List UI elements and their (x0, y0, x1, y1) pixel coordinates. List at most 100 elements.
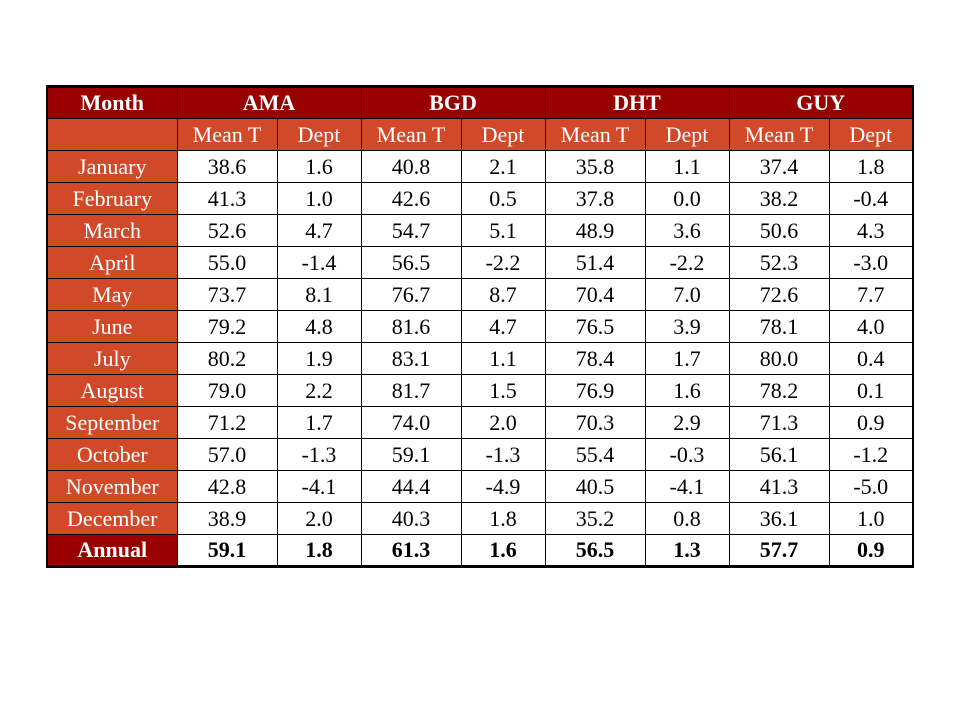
cell-value: 2.2 (277, 375, 361, 407)
cell-value: 0.8 (645, 503, 729, 535)
cell-value: 1.8 (829, 151, 913, 183)
cell-value: -1.2 (829, 439, 913, 471)
table-row: February41.31.042.60.537.80.038.2-0.4 (47, 183, 913, 215)
temperature-table: Month AMA BGD DHT GUY Mean T Dept Mean T… (46, 85, 914, 568)
cell-value: 1.7 (277, 407, 361, 439)
cell-value: 79.2 (177, 311, 277, 343)
cell-value: 83.1 (361, 343, 461, 375)
header-month: Month (47, 87, 177, 119)
header-row-stations: Month AMA BGD DHT GUY (47, 87, 913, 119)
row-label: May (47, 279, 177, 311)
cell-value: 4.8 (277, 311, 361, 343)
cell-value: 71.3 (729, 407, 829, 439)
cell-value: 52.6 (177, 215, 277, 247)
row-label-annual: Annual (47, 535, 177, 567)
header-station: GUY (729, 87, 913, 119)
cell-value: 79.0 (177, 375, 277, 407)
row-label: April (47, 247, 177, 279)
header-station: DHT (545, 87, 729, 119)
cell-value: 8.7 (461, 279, 545, 311)
cell-value: 61.3 (361, 535, 461, 567)
cell-value: 78.2 (729, 375, 829, 407)
cell-value: 80.0 (729, 343, 829, 375)
cell-value: 74.0 (361, 407, 461, 439)
table-row: June79.24.881.64.776.53.978.14.0 (47, 311, 913, 343)
subheader-mean: Mean T (361, 119, 461, 151)
cell-value: -2.2 (461, 247, 545, 279)
cell-value: 4.0 (829, 311, 913, 343)
table-row: August79.02.281.71.576.91.678.20.1 (47, 375, 913, 407)
cell-value: 56.5 (545, 535, 645, 567)
cell-value: 4.7 (461, 311, 545, 343)
cell-value: 0.5 (461, 183, 545, 215)
cell-value: -4.1 (277, 471, 361, 503)
row-label: December (47, 503, 177, 535)
cell-value: 1.0 (277, 183, 361, 215)
cell-value: 37.4 (729, 151, 829, 183)
cell-value: 3.9 (645, 311, 729, 343)
cell-value: -1.3 (277, 439, 361, 471)
cell-value: 44.4 (361, 471, 461, 503)
cell-value: -4.9 (461, 471, 545, 503)
subheader-dept: Dept (645, 119, 729, 151)
cell-value: 1.9 (277, 343, 361, 375)
cell-value: 72.6 (729, 279, 829, 311)
table-body: January38.61.640.82.135.81.137.41.8Febru… (47, 151, 913, 567)
cell-value: 81.6 (361, 311, 461, 343)
cell-value: -2.2 (645, 247, 729, 279)
header-station: BGD (361, 87, 545, 119)
cell-value: 40.8 (361, 151, 461, 183)
cell-value: 40.5 (545, 471, 645, 503)
subheader-dept: Dept (461, 119, 545, 151)
subheader-dept: Dept (829, 119, 913, 151)
cell-value: 1.6 (277, 151, 361, 183)
cell-value: -4.1 (645, 471, 729, 503)
cell-value: 48.9 (545, 215, 645, 247)
cell-value: 1.1 (645, 151, 729, 183)
table-row: November42.8-4.144.4-4.940.5-4.141.3-5.0 (47, 471, 913, 503)
cell-value: 2.1 (461, 151, 545, 183)
cell-value: 37.8 (545, 183, 645, 215)
cell-value: 78.1 (729, 311, 829, 343)
row-label: March (47, 215, 177, 247)
cell-value: 1.3 (645, 535, 729, 567)
cell-value: 0.9 (829, 535, 913, 567)
cell-value: 38.2 (729, 183, 829, 215)
cell-value: 1.0 (829, 503, 913, 535)
cell-value: 2.9 (645, 407, 729, 439)
cell-value: 38.9 (177, 503, 277, 535)
cell-value: 76.5 (545, 311, 645, 343)
table-row: December38.92.040.31.835.20.836.11.0 (47, 503, 913, 535)
row-label: June (47, 311, 177, 343)
header-row-sub: Mean T Dept Mean T Dept Mean T Dept Mean… (47, 119, 913, 151)
row-label: July (47, 343, 177, 375)
table-row: September71.21.774.02.070.32.971.30.9 (47, 407, 913, 439)
table-row: October57.0-1.359.1-1.355.4-0.356.1-1.2 (47, 439, 913, 471)
cell-value: 7.0 (645, 279, 729, 311)
table-row: May73.78.176.78.770.47.072.67.7 (47, 279, 913, 311)
cell-value: 1.1 (461, 343, 545, 375)
cell-value: -5.0 (829, 471, 913, 503)
cell-value: 36.1 (729, 503, 829, 535)
cell-value: 76.7 (361, 279, 461, 311)
cell-value: 2.0 (461, 407, 545, 439)
cell-value: 51.4 (545, 247, 645, 279)
subheader-dept: Dept (277, 119, 361, 151)
row-label: August (47, 375, 177, 407)
table-row-annual: Annual59.11.861.31.656.51.357.70.9 (47, 535, 913, 567)
row-label: November (47, 471, 177, 503)
cell-value: -0.3 (645, 439, 729, 471)
cell-value: 55.0 (177, 247, 277, 279)
cell-value: 4.7 (277, 215, 361, 247)
cell-value: 80.2 (177, 343, 277, 375)
cell-value: 81.7 (361, 375, 461, 407)
row-label: October (47, 439, 177, 471)
cell-value: 0.4 (829, 343, 913, 375)
table-row: April55.0-1.456.5-2.251.4-2.252.3-3.0 (47, 247, 913, 279)
cell-value: 78.4 (545, 343, 645, 375)
cell-value: 0.9 (829, 407, 913, 439)
cell-value: 57.0 (177, 439, 277, 471)
cell-value: 59.1 (361, 439, 461, 471)
cell-value: 38.6 (177, 151, 277, 183)
cell-value: 7.7 (829, 279, 913, 311)
